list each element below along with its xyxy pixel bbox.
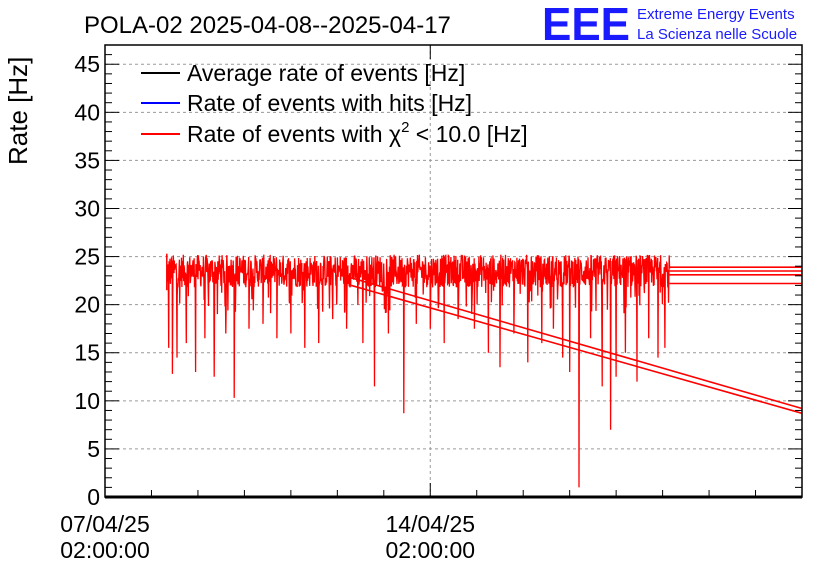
series-trend-line-0 — [344, 275, 803, 410]
x-tick-label-date-0: 07/04/25 — [60, 511, 150, 537]
y-tick-label-15: 15 — [74, 340, 100, 366]
plot-frame — [104, 44, 803, 499]
series-trend-line-1 — [351, 284, 803, 415]
eee-logo-line2: La Scienza nelle Scuole — [637, 26, 797, 43]
y-tick-label-35: 35 — [74, 147, 100, 173]
x-tick-label-time-1: 02:00:00 — [386, 537, 476, 563]
y-tick-label-30: 30 — [74, 195, 100, 221]
y-ticks: 0 5 10 15 20 25 30 35 40 45 — [74, 51, 802, 510]
legend-label-average: Average rate of events [Hz] — [187, 60, 465, 86]
y-tick-label-25: 25 — [74, 244, 100, 270]
chart-title: POLA-02 2025-04-08--2025-04-17 — [84, 12, 451, 39]
y-tick-label-10: 10 — [74, 388, 100, 414]
legend-label-chi2-tail: < 10.0 [Hz] — [409, 121, 527, 147]
legend-label-chi2-sup: 2 — [401, 119, 409, 136]
y-tick-label-0: 0 — [87, 484, 100, 510]
y-axis-label: Rate [Hz] — [3, 57, 33, 165]
legend-entry-hits: Rate of events with hits [Hz] — [141, 90, 472, 116]
legend-entry-chi2: Rate of events with χ2 < 10.0 [Hz] — [141, 119, 528, 147]
legend-entry-average: Average rate of events [Hz] — [141, 60, 465, 86]
series-group — [166, 253, 803, 488]
y-tick-label-45: 45 — [74, 51, 100, 77]
x-tick-label-time-0: 02:00:00 — [60, 537, 150, 563]
y-tick-label-20: 20 — [74, 292, 100, 318]
x-tick-label-date-1: 14/04/25 — [386, 511, 476, 537]
y-tick-label-40: 40 — [74, 99, 100, 125]
legend-label-chi2: Rate of events with χ2 < 10.0 [Hz] — [187, 119, 528, 147]
y-tick-label-5: 5 — [87, 436, 100, 462]
legend: Average rate of events [Hz] Rate of even… — [141, 60, 528, 147]
eee-logo: EEE Extreme Energy Events La Scienza nel… — [542, 0, 797, 50]
legend-label-chi2-main: Rate of events with χ — [187, 121, 401, 147]
legend-label-hits: Rate of events with hits [Hz] — [187, 90, 472, 116]
eee-logo-line1: Extreme Energy Events — [637, 6, 795, 23]
eee-logo-mark: EEE — [542, 0, 630, 50]
series-line-chi2 — [166, 253, 671, 488]
